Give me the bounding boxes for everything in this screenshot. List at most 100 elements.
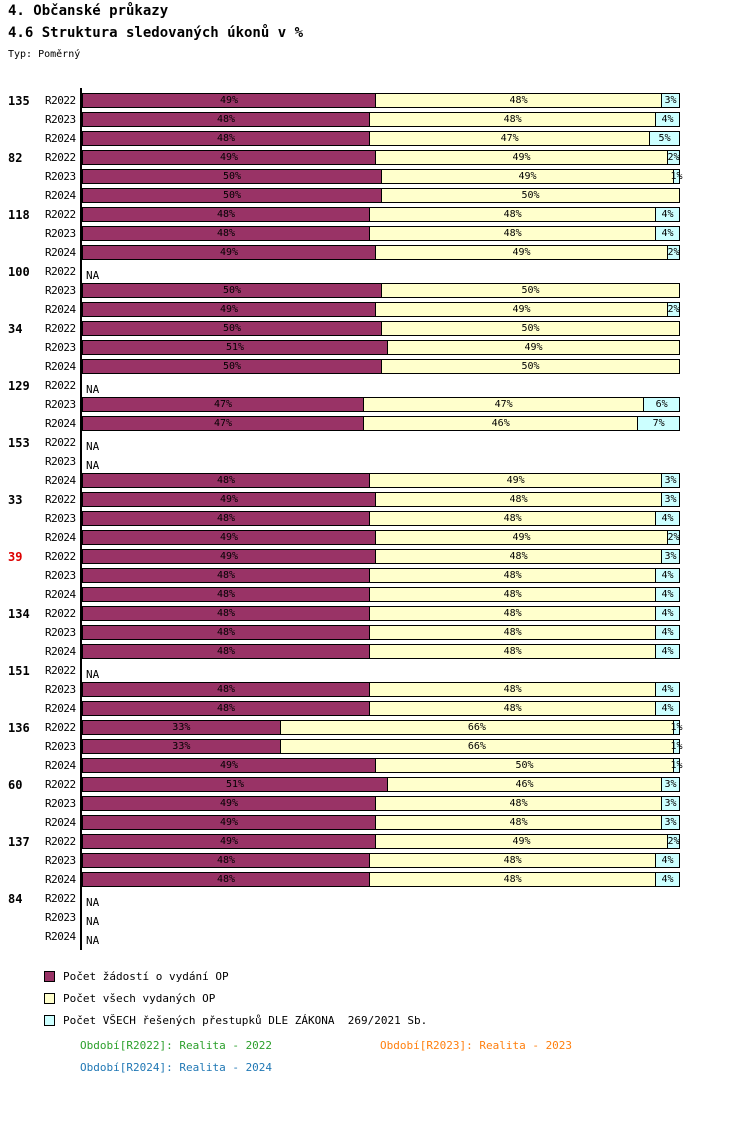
segment-value-label: 48% xyxy=(509,550,528,562)
segment-resenych-prestupku: 3% xyxy=(661,493,679,506)
stacked-bar: 47% 47% 6% xyxy=(82,397,680,412)
segment-zadosti-o-vydani-op: 50% xyxy=(83,284,381,297)
segment-vsech-vydanych-op: 48% xyxy=(369,208,656,221)
legend-label: Počet všech vydaných OP xyxy=(63,992,216,1005)
year-label: R2023 xyxy=(45,683,76,696)
segment-vsech-vydanych-op: 48% xyxy=(375,94,662,107)
segment-vsech-vydanych-op: 50% xyxy=(381,284,679,297)
na-value: NA xyxy=(86,668,100,681)
year-label: R2022 xyxy=(45,151,76,164)
segment-value-label: 66% xyxy=(467,740,486,752)
segment-value-label: 1% xyxy=(670,721,683,733)
bar-row-39-R2024: R2024 48% 48% 4% xyxy=(45,587,702,602)
segment-zadosti-o-vydani-op: 48% xyxy=(83,113,370,126)
segment-resenych-prestupku: 4% xyxy=(655,645,679,658)
segment-vsech-vydanych-op: 48% xyxy=(369,607,656,620)
year-label: R2023 xyxy=(45,113,76,126)
segment-resenych-prestupku: 1% xyxy=(670,740,683,753)
na-value: NA xyxy=(86,934,100,947)
segment-value-label: 48% xyxy=(217,474,236,486)
stacked-bar: 48% 48% 4% xyxy=(82,644,680,659)
segment-value-label: 49% xyxy=(219,94,239,106)
bar-group-33: 33 R2022 49% 48% 3% R2023 48% 48% 4% R2024 49% 49% 2… xyxy=(8,492,702,545)
bar-row-151-R2024: R2024 48% 48% 4% xyxy=(45,701,702,716)
segment-value-label: 2% xyxy=(667,303,680,315)
segment-value-label: 49% xyxy=(219,303,239,315)
segment-value-label: 48% xyxy=(217,607,236,619)
segment-value-label: 50% xyxy=(222,322,242,334)
segment-vsech-vydanych-op: 49% xyxy=(375,531,668,544)
na-value: NA xyxy=(86,383,100,396)
chart-legend: Počet žádostí o vydání OP Počet všech vyd… xyxy=(44,970,750,1027)
segment-zadosti-o-vydani-op: 48% xyxy=(83,227,370,240)
segment-value-label: 49% xyxy=(219,493,239,505)
stacked-bar: 48% 48% 4% xyxy=(82,568,680,583)
group-id-label: 151 xyxy=(8,664,30,678)
bar-row-82-R2022: R2022 49% 49% 2% xyxy=(45,150,702,165)
bar-group-84: 84 R2022 NA R2023 NA R2024 NA xyxy=(8,891,702,947)
year-label: R2024 xyxy=(45,645,76,658)
bar-row-151-R2023: R2023 48% 48% 4% xyxy=(45,682,702,697)
bar-row-39-R2023: R2023 48% 48% 4% xyxy=(45,568,702,583)
bar-row-33-R2023: R2023 48% 48% 4% xyxy=(45,511,702,526)
segment-value-label: 48% xyxy=(503,854,522,866)
group-id-label: 33 xyxy=(8,493,23,507)
group-id-label: 34 xyxy=(8,322,23,336)
bar-row-34-R2024: R2024 50% 50% xyxy=(45,359,702,374)
stacked-bar: 49% 48% 3% xyxy=(82,492,680,507)
segment-value-label: 2% xyxy=(667,531,680,543)
stacked-bar: 48% 48% 4% xyxy=(82,226,680,241)
bar-row-118-R2022: R2022 48% 48% 4% xyxy=(45,207,702,222)
year-label: R2022 xyxy=(45,493,76,506)
bar-row-84-R2023: R2023 NA xyxy=(45,910,702,928)
bar-row-137-R2024: R2024 48% 48% 4% xyxy=(45,872,702,887)
segment-resenych-prestupku: 1% xyxy=(670,721,683,734)
segment-zadosti-o-vydani-op: 48% xyxy=(83,683,370,696)
segment-value-label: 48% xyxy=(217,588,236,600)
segment-resenych-prestupku: 4% xyxy=(655,512,679,525)
segment-value-label: 2% xyxy=(667,835,680,847)
segment-value-label: 49% xyxy=(219,151,239,163)
segment-resenych-prestupku: 5% xyxy=(649,132,679,145)
footer-line-1: Období[R2022]: Realita - 2022 Období[R202… xyxy=(80,1039,750,1052)
year-label: R2022 xyxy=(45,265,76,278)
segment-zadosti-o-vydani-op: 51% xyxy=(83,341,387,354)
segment-value-label: 4% xyxy=(661,588,674,600)
chart-body: 135 R2022 49% 48% 3% R2023 48% 48% 4% R2024 48% 47%… xyxy=(8,88,702,950)
segment-vsech-vydanych-op: 46% xyxy=(363,417,638,430)
stacked-bar: 48% 48% 4% xyxy=(82,587,680,602)
year-label: R2024 xyxy=(45,702,76,715)
segment-value-label: 2% xyxy=(667,151,680,163)
bar-row-153-R2024: R2024 48% 49% 3% xyxy=(45,473,702,488)
year-label: R2023 xyxy=(45,284,76,297)
bar-row-134-R2023: R2023 48% 48% 4% xyxy=(45,625,702,640)
segment-value-label: 47% xyxy=(214,417,233,429)
segment-value-label: 48% xyxy=(217,626,236,638)
bar-row-134-R2022: R2022 48% 48% 4% xyxy=(45,606,702,621)
segment-value-label: 48% xyxy=(509,816,528,828)
bar-row-100-R2022: R2022 NA xyxy=(45,264,702,282)
segment-value-label: 66% xyxy=(467,721,486,733)
segment-value-label: 4% xyxy=(661,512,674,524)
segment-resenych-prestupku: 4% xyxy=(655,626,679,639)
segment-resenych-prestupku: 4% xyxy=(655,702,679,715)
bar-row-134-R2024: R2024 48% 48% 4% xyxy=(45,644,702,659)
chart-subtitle: 4.6 Struktura sledovaných úkonů v % xyxy=(8,25,304,41)
group-id-label: 134 xyxy=(8,607,30,621)
group-id-label: 129 xyxy=(8,379,30,393)
stacked-bar: 50% 50% xyxy=(82,283,680,298)
year-label: R2022 xyxy=(45,664,76,677)
segment-value-label: 33% xyxy=(172,740,191,752)
segment-zadosti-o-vydani-op: 50% xyxy=(83,322,381,335)
segment-value-label: 7% xyxy=(652,417,665,429)
segment-zadosti-o-vydani-op: 49% xyxy=(83,835,376,848)
segment-value-label: 47% xyxy=(214,398,233,410)
stacked-bar: 48% 48% 4% xyxy=(82,207,680,222)
segment-value-label: 48% xyxy=(217,227,236,239)
segment-vsech-vydanych-op: 48% xyxy=(375,816,662,829)
segment-value-label: 48% xyxy=(503,512,522,524)
stacked-bar: 48% 49% 3% xyxy=(82,473,680,488)
segment-value-label: 46% xyxy=(515,778,534,790)
segment-value-label: 48% xyxy=(503,569,522,581)
segment-value-label: 3% xyxy=(664,778,677,790)
